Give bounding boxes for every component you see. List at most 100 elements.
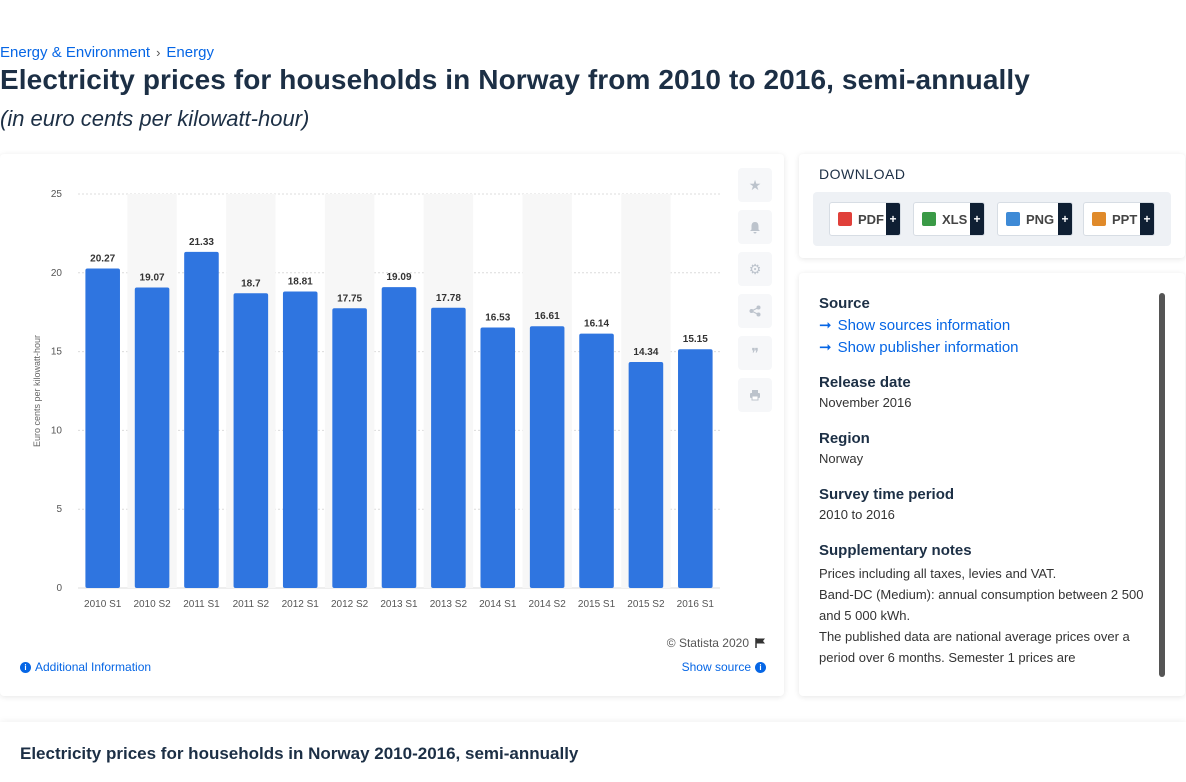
breadcrumb: Energy & Environment › Energy (0, 44, 214, 61)
flag-icon[interactable] (755, 637, 766, 649)
page-title: Electricity prices for households in Nor… (0, 64, 1030, 95)
bottom-title: Electricity prices for households in Nor… (20, 744, 579, 763)
survey-period-heading: Survey time period (819, 486, 955, 503)
bar (579, 333, 614, 588)
bar (381, 287, 417, 588)
info-icon: i (755, 661, 766, 673)
bar-value-label: 20.27 (90, 254, 115, 265)
download-pdf-label: PDF (858, 211, 884, 227)
download-title: DOWNLOAD (819, 166, 906, 182)
x-tick-label: 2015 S1 (578, 599, 616, 610)
additional-information-label: Additional Information (35, 660, 152, 674)
bar-value-label: 18.7 (241, 278, 261, 289)
png-file-icon (1006, 212, 1020, 226)
quote-icon[interactable]: ❞ (738, 336, 772, 370)
download-xls-button[interactable]: XLS + (913, 202, 985, 236)
metadata-scrollbar[interactable] (1159, 293, 1165, 677)
bell-icon[interactable] (738, 210, 772, 244)
bar (184, 251, 219, 588)
bar-value-label: 16.61 (535, 311, 560, 322)
x-tick-label: 2010 S2 (133, 599, 171, 610)
bar-value-label: 17.75 (337, 293, 362, 304)
bar (678, 349, 713, 588)
chart-tools: ★ ⚙ ❞ (738, 168, 772, 420)
label-layer: 20.27 19.07 21.33 18.7 18.81 17.75 19.09 17.78 1… (90, 237, 708, 358)
copyright-text: © Statista 2020 (666, 636, 749, 650)
x-tick-label: 2013 S1 (380, 599, 418, 610)
download-xls-label: XLS (942, 211, 968, 227)
additional-information-link[interactable]: i Additional Information (20, 660, 151, 674)
bar (480, 327, 516, 588)
download-bar: PDF + XLS + PNG + PPT + (813, 192, 1171, 246)
bar (628, 362, 664, 588)
share-icon[interactable] (738, 294, 772, 328)
download-ppt-label: PPT (1112, 211, 1138, 227)
bar-layer (85, 251, 713, 588)
region-value: Norway (819, 451, 864, 466)
download-png-label: PNG (1026, 211, 1055, 227)
ytick-layer: 0 5 10 15 20 25 (51, 189, 63, 594)
bar-value-label: 21.33 (189, 237, 214, 248)
bar (529, 326, 565, 588)
breadcrumb-separator: › (156, 45, 161, 60)
plus-icon: + (886, 203, 900, 235)
x-tick-label: 2015 S2 (627, 599, 665, 610)
star-icon[interactable]: ★ (738, 168, 772, 202)
bar (431, 307, 466, 588)
bar-value-label: 14.34 (633, 347, 658, 358)
y-tick-label: 15 (51, 347, 63, 358)
download-png-button[interactable]: PNG + (997, 202, 1073, 236)
x-tick-label: 2012 S2 (331, 599, 369, 610)
download-pdf-button[interactable]: PDF + (829, 202, 901, 236)
info-icon: i (20, 661, 31, 673)
top-bar (0, 0, 1186, 34)
show-publisher-label: Show publisher information (837, 338, 1019, 356)
x-tick-label: 2012 S1 (282, 599, 320, 610)
arrow-right-icon: ➞ (819, 339, 832, 356)
y-tick-label: 0 (56, 583, 62, 594)
bar (233, 293, 269, 588)
x-tick-label: 2011 S2 (233, 599, 270, 610)
plus-icon: + (1058, 203, 1072, 235)
show-source-link[interactable]: Show source i (682, 660, 766, 674)
y-tick-label: 5 (56, 504, 62, 515)
breadcrumb-item-energy-environment[interactable]: Energy & Environment (0, 44, 151, 61)
supplementary-note-2: Band-DC (Medium): annual consumption bet… (819, 587, 1144, 623)
show-sources-link[interactable]: ➞ Show sources information (819, 316, 1147, 335)
x-tick-label: 2014 S2 (529, 599, 567, 610)
release-date-heading: Release date (819, 374, 911, 391)
show-source-label: Show source (681, 660, 751, 674)
bar-value-label: 16.53 (485, 312, 510, 323)
bar-value-label: 19.07 (140, 272, 165, 283)
bar (332, 308, 367, 588)
x-tick-label: 2014 S1 (479, 599, 517, 610)
bar-chart: 20.27 19.07 21.33 18.7 18.81 17.75 19.09 17.78 1… (32, 189, 720, 610)
pdf-file-icon (838, 212, 852, 226)
gear-icon[interactable]: ⚙ (738, 252, 772, 286)
print-icon[interactable] (738, 378, 772, 412)
release-date-value: November 2016 (819, 395, 912, 410)
plus-icon: + (1140, 203, 1154, 235)
bar-value-label: 17.78 (436, 293, 461, 304)
region-heading: Region (819, 430, 870, 447)
bar-value-label: 19.09 (386, 272, 411, 283)
breadcrumb-item-energy[interactable]: Energy (166, 44, 214, 61)
download-panel: DOWNLOAD PDF + XLS + PNG + PPT + (799, 154, 1185, 258)
show-publisher-link[interactable]: ➞ Show publisher information (819, 338, 1147, 357)
show-sources-label: Show sources information (837, 316, 1011, 334)
source-heading: Source (819, 295, 870, 312)
chart-panel: 20.27 19.07 21.33 18.7 18.81 17.75 19.09 17.78 1… (0, 154, 784, 696)
y-tick-label: 25 (51, 189, 63, 200)
ppt-file-icon (1092, 212, 1106, 226)
supplementary-note-1: Prices including all taxes, levies and V… (819, 566, 1057, 581)
supplementary-note-3: The published data are national average … (819, 629, 1130, 665)
bar (134, 287, 170, 588)
x-tick-label: 2011 S1 (183, 599, 220, 610)
y-tick-label: 10 (51, 425, 63, 436)
survey-period-value: 2010 to 2016 (819, 507, 895, 522)
y-axis-label: Euro cents per kilowatt-hour (32, 335, 42, 447)
y-tick-label: 20 (51, 268, 63, 279)
download-ppt-button[interactable]: PPT + (1083, 202, 1155, 236)
bar-value-label: 15.15 (683, 334, 708, 345)
plus-icon: + (970, 203, 984, 235)
